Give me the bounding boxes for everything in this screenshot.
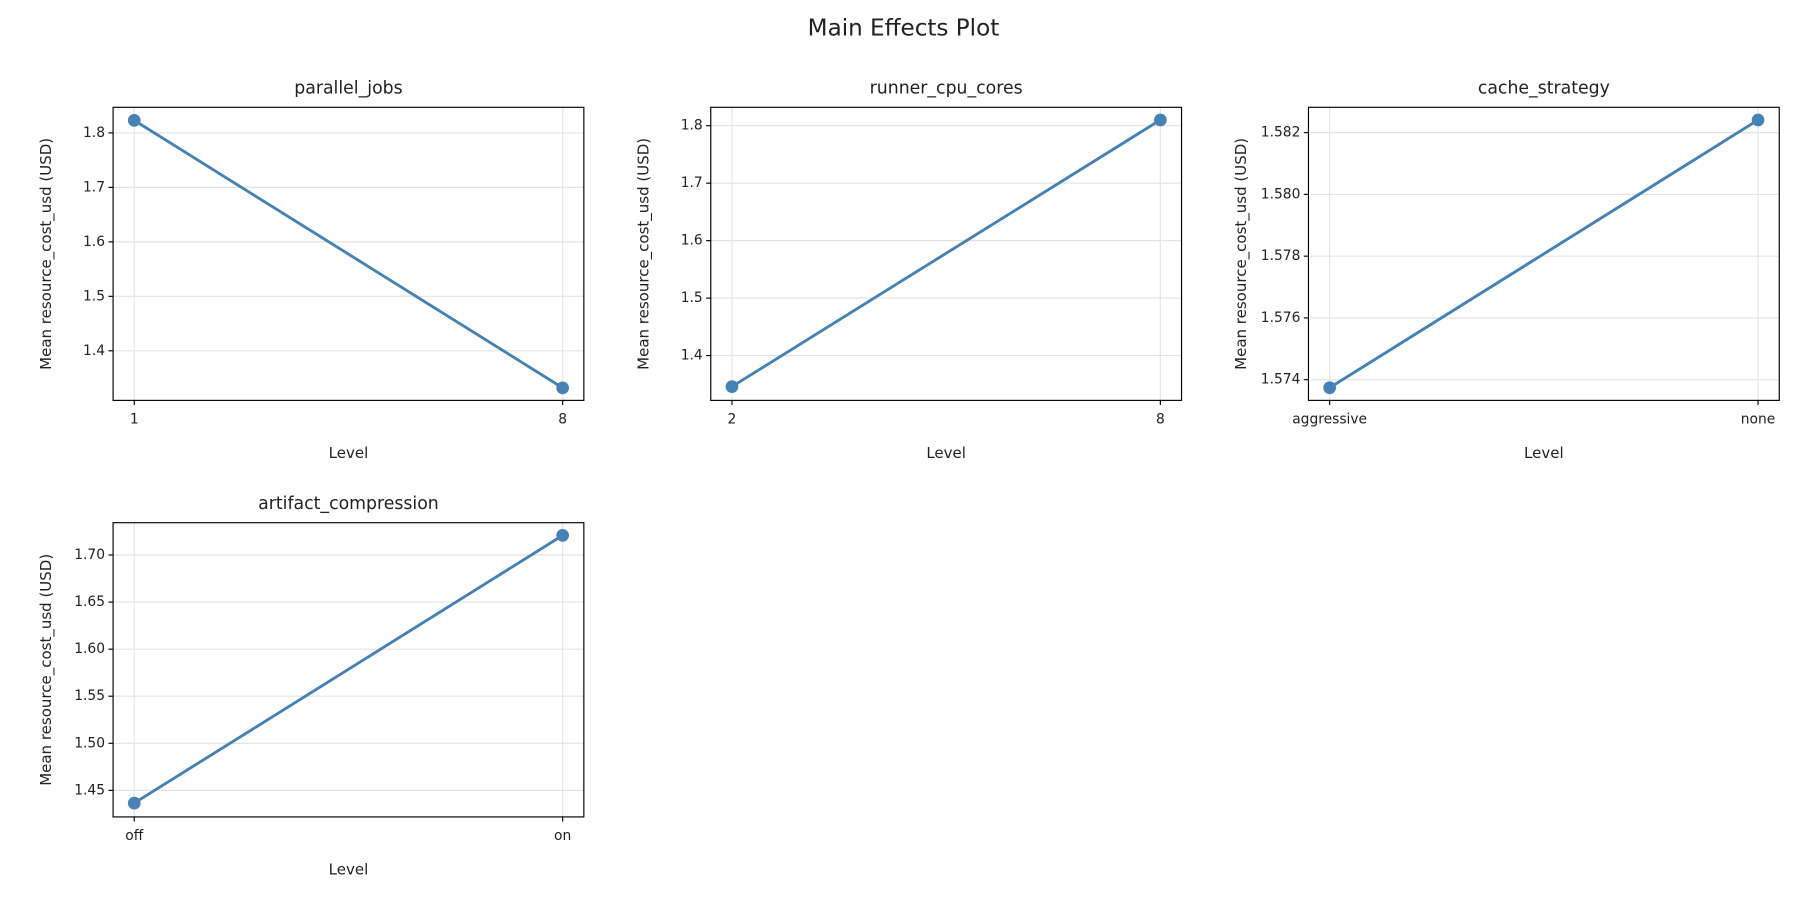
- x-axis-label: Level: [1524, 444, 1564, 462]
- x-tick-label: 8: [1156, 411, 1165, 427]
- subplot-title: cache_strategy: [1478, 78, 1610, 98]
- series-line: [133, 534, 564, 805]
- subplot-title: artifact_compression: [258, 494, 439, 514]
- y-axis-label: Mean resource_cost_usd (USD): [37, 554, 56, 786]
- x-tick-label: aggressive: [1292, 411, 1367, 427]
- x-tick-label: none: [1741, 411, 1776, 427]
- y-tick-label: 1.8: [681, 118, 703, 134]
- y-axis-label: Mean resource_cost_usd (USD): [1232, 138, 1251, 370]
- y-tick-label: 1.7: [681, 175, 703, 191]
- y-tick-label: 1.4: [681, 348, 703, 364]
- point: [1323, 381, 1336, 395]
- y-tick-label: 1.50: [74, 735, 105, 751]
- x-tick-label: 2: [728, 411, 737, 427]
- subplot-title: parallel_jobs: [294, 78, 402, 98]
- x-tick-label: 1: [130, 411, 139, 427]
- figure-title: Main Effects Plot: [808, 15, 1000, 41]
- y-tick-label: 1.580: [1261, 186, 1301, 202]
- y-tick-label: 1.5: [681, 290, 703, 306]
- axes-frame: [710, 106, 1183, 401]
- x-axis-label: Level: [329, 861, 369, 879]
- y-tick-label: 1.578: [1261, 248, 1301, 264]
- point: [1154, 113, 1167, 127]
- y-tick-label: 1.5: [83, 288, 105, 304]
- y-tick-label: 1.7: [83, 179, 105, 195]
- x-tick-label: on: [554, 828, 571, 844]
- y-tick-label: 1.582: [1261, 125, 1301, 141]
- series-line: [731, 118, 1162, 388]
- x-tick-label: 8: [558, 411, 567, 427]
- x-tick-label: off: [125, 828, 143, 844]
- point: [127, 796, 141, 810]
- point: [556, 381, 570, 395]
- y-tick-label: 1.576: [1261, 310, 1301, 326]
- y-axis-label: Mean resource_cost_usd (USD): [634, 138, 653, 370]
- axes-frame: [112, 106, 585, 401]
- y-axis-label: Mean resource_cost_usd (USD): [37, 138, 56, 370]
- y-tick-label: 1.4: [83, 343, 105, 359]
- series-line: [133, 119, 564, 390]
- y-tick-label: 1.6: [83, 234, 105, 250]
- point: [127, 114, 141, 127]
- axes-frame: [1307, 106, 1780, 401]
- series-line: [1328, 118, 1759, 389]
- y-tick-label: 1.65: [74, 594, 105, 610]
- point: [1751, 113, 1765, 127]
- point: [725, 380, 739, 393]
- x-axis-label: Level: [329, 444, 369, 462]
- y-tick-label: 1.8: [83, 125, 105, 141]
- y-tick-label: 1.45: [74, 782, 105, 798]
- y-tick-label: 1.70: [74, 547, 105, 563]
- point: [556, 529, 570, 542]
- subplot-title: runner_cpu_cores: [870, 78, 1023, 98]
- y-tick-label: 1.55: [74, 688, 105, 704]
- axes-frame: [112, 522, 585, 818]
- y-tick-label: 1.6: [681, 233, 703, 249]
- y-tick-label: 1.60: [74, 641, 105, 657]
- y-tick-label: 1.574: [1261, 372, 1301, 388]
- x-axis-label: Level: [926, 444, 966, 462]
